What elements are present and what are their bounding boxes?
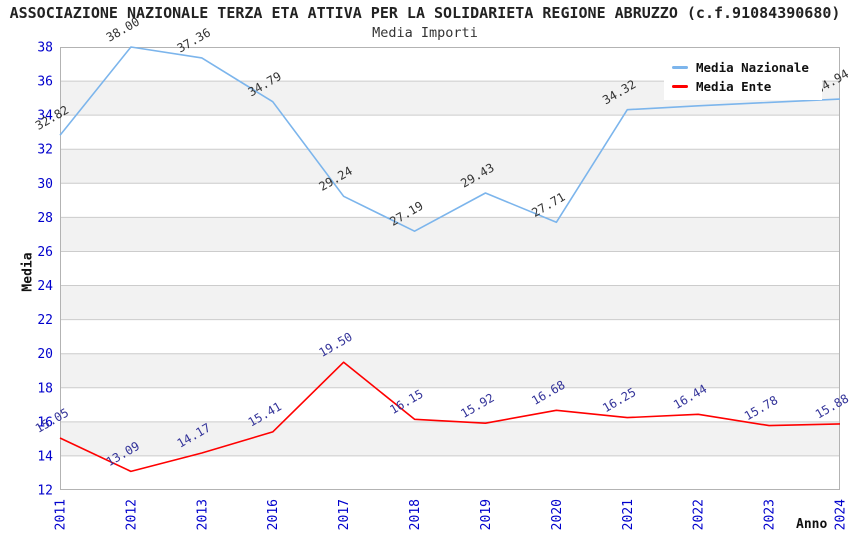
plot-border	[60, 47, 840, 490]
x-axis-title: Anno	[796, 517, 828, 532]
plot-band	[60, 319, 840, 354]
x-tick-label: 2021	[621, 499, 636, 530]
plot-band	[60, 285, 840, 320]
plot-band	[60, 455, 840, 490]
x-tick-label: 2016	[266, 499, 281, 530]
y-tick-label: 12	[37, 484, 53, 499]
y-axis-title: Media	[20, 252, 36, 292]
x-tick-label: 2011	[54, 499, 69, 530]
legend-item-media-ente[interactable]: Media Ente	[672, 77, 822, 96]
legend-label: Media Nazionale	[696, 60, 809, 75]
x-tick-label: 2018	[408, 499, 423, 530]
legend-label: Media Ente	[696, 79, 772, 94]
y-tick-label: 26	[37, 245, 53, 260]
plot-band	[60, 421, 840, 456]
x-tick-label: 2020	[550, 499, 565, 530]
y-tick-label: 14	[37, 449, 53, 464]
y-tick-label: 20	[37, 347, 53, 362]
x-tick-label: 2024	[834, 499, 849, 530]
y-tick-label: 16	[37, 415, 53, 430]
x-tick-label: 2022	[692, 499, 707, 530]
y-tick-label: 18	[37, 381, 53, 396]
x-tick-label: 2013	[195, 499, 210, 530]
y-tick-label: 36	[37, 75, 53, 90]
y-tick-label: 24	[37, 279, 53, 294]
legend: Media Nazionale Media Ente	[664, 55, 822, 100]
chart-subtitle: Media Importi	[372, 25, 478, 41]
plot-band	[60, 387, 840, 422]
chart-title: ASSOCIAZIONE NAZIONALE TERZA ETA ATTIVA …	[9, 4, 841, 22]
y-tick-label: 34	[37, 109, 53, 124]
plot-band	[60, 251, 840, 286]
series-line-media-nazionale	[59, 46, 841, 232]
x-tick-label: 2017	[337, 499, 352, 530]
legend-dash-icon	[672, 85, 688, 88]
x-tick-label: 2023	[763, 499, 778, 530]
x-tick-label: 2019	[479, 499, 494, 530]
y-tick-label: 22	[37, 313, 53, 328]
x-tick-label: 2012	[124, 499, 139, 530]
series-line-media-ente	[59, 361, 841, 473]
y-tick-label: 28	[37, 211, 53, 226]
y-tick-label: 38	[37, 41, 53, 56]
y-tick-label: 30	[37, 177, 53, 192]
legend-dash-icon	[672, 66, 688, 69]
legend-item-media-nazionale[interactable]: Media Nazionale	[672, 58, 822, 77]
plot-band	[60, 353, 840, 388]
plot-band	[60, 149, 840, 184]
plot-band	[60, 217, 840, 252]
plot-band	[60, 115, 840, 150]
y-tick-label: 32	[37, 143, 53, 158]
